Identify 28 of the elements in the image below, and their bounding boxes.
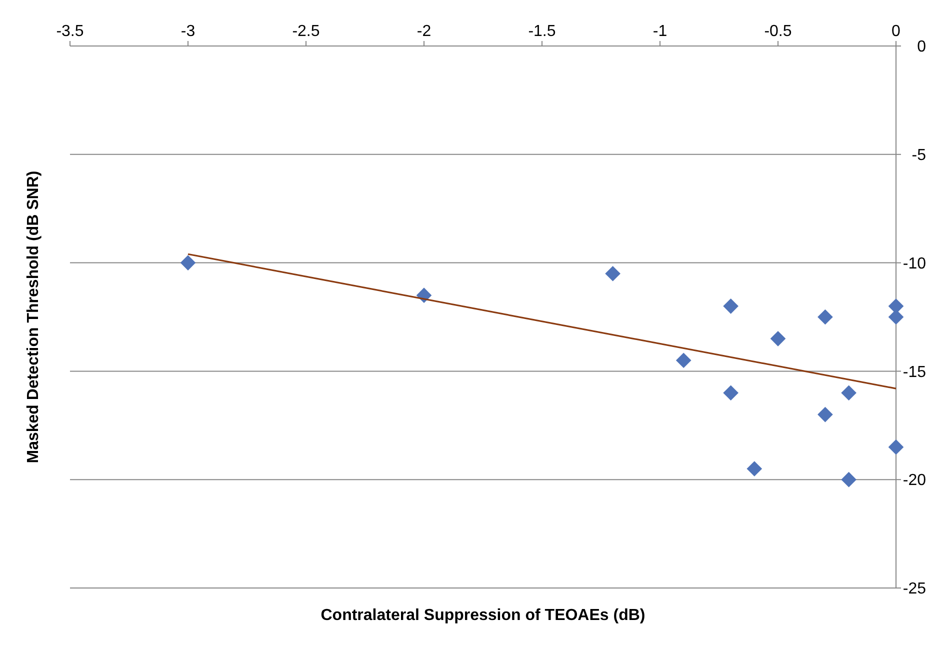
point <box>888 439 904 455</box>
x-tick-label: -3.5 <box>56 23 84 40</box>
x-tick-label: -2.5 <box>292 23 320 40</box>
x-tick-label: -0.5 <box>764 23 792 40</box>
x-tick-label: -1.5 <box>528 23 556 40</box>
y-tick-label: -5 <box>912 147 926 164</box>
x-tick-label: 0 <box>892 23 901 40</box>
point <box>818 309 833 325</box>
point <box>746 461 762 476</box>
y-tick-label: 0 <box>917 38 926 56</box>
y-tick-label: -25 <box>902 580 926 598</box>
point <box>770 331 786 346</box>
x-axis-title: Contralateral Suppression of TEOAEs (dB) <box>320 607 646 624</box>
point <box>605 266 620 282</box>
y-tick-label: -15 <box>902 364 926 381</box>
x-tick-label: -1 <box>652 23 668 40</box>
y-tick-label: -20 <box>902 472 926 490</box>
y-tick-label: -10 <box>902 255 926 272</box>
point <box>723 385 738 401</box>
y-axis-title: Masked Detection Threshold (dB SNR) <box>25 170 42 464</box>
point <box>841 472 856 488</box>
point <box>841 385 856 401</box>
x-tick-label: -3 <box>180 23 196 40</box>
point <box>723 298 738 314</box>
point <box>676 352 692 368</box>
point <box>818 406 833 422</box>
x-tick-label: -2 <box>416 23 432 40</box>
point <box>180 255 196 270</box>
